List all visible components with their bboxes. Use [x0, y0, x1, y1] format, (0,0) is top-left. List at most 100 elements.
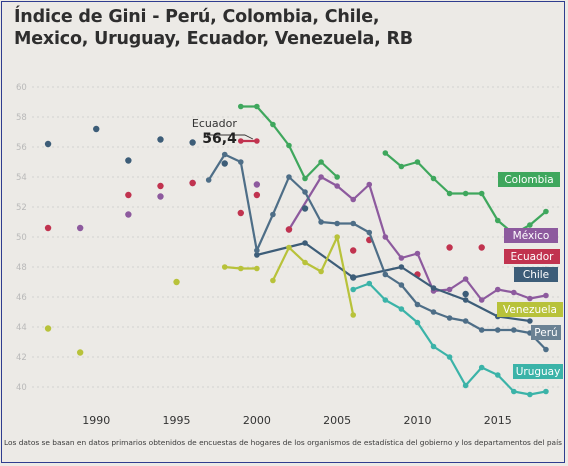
uruguay-point — [446, 354, 453, 360]
uruguay-point — [511, 388, 517, 395]
x-tick-label: 1990 — [82, 414, 110, 427]
mexico-point — [157, 193, 164, 200]
peru-point — [318, 219, 324, 225]
mexico-point — [366, 181, 373, 188]
venezuela-point — [221, 264, 228, 270]
chart-title-line-1: Índice de Gini - Perú, Colombia, Chile, — [14, 7, 380, 27]
chile-label-box — [514, 267, 558, 282]
ecuador-point — [254, 138, 260, 144]
colombia-point — [414, 159, 421, 165]
peru-point — [302, 189, 308, 195]
y-tick-label: 60 — [16, 83, 27, 93]
chile-point — [221, 160, 228, 167]
mexico-point — [334, 183, 340, 189]
chile-point — [398, 264, 405, 270]
colombia-label-box — [498, 172, 560, 187]
uruguay-point — [478, 364, 485, 371]
peru-point — [543, 346, 549, 353]
y-tick-label: 50 — [16, 233, 27, 243]
peru-point — [382, 271, 389, 278]
uruguay-point — [414, 319, 421, 326]
ecuador-label: Ecuador — [511, 251, 555, 263]
ecuador-point — [253, 191, 261, 199]
x-tick-label: 2015 — [484, 414, 512, 427]
venezuela-point — [173, 278, 180, 286]
mexico-label-box — [504, 228, 558, 243]
colombia-point — [478, 190, 485, 197]
x-tick-label: 1995 — [163, 414, 191, 427]
ecuador-point — [285, 226, 293, 233]
peru-point — [511, 327, 517, 333]
mexico-point — [511, 289, 517, 296]
ecuador-point — [350, 247, 357, 254]
mexico-point — [543, 292, 549, 299]
mexico-point — [125, 211, 132, 218]
colombia-point — [462, 190, 469, 197]
uruguay-point — [382, 297, 389, 303]
ecuador-point — [189, 179, 196, 187]
venezuela-point — [270, 277, 276, 284]
chile-line — [256, 241, 531, 323]
mexico-label: México — [513, 230, 550, 242]
chile-point — [157, 136, 164, 143]
mexico-point — [398, 255, 405, 261]
peru-line — [207, 153, 547, 351]
venezuela-line — [271, 235, 355, 316]
annotation-value: 56,4 — [202, 131, 237, 147]
x-tick-label: 2005 — [323, 414, 351, 427]
mexico-point — [350, 196, 357, 203]
colombia-point — [446, 190, 453, 197]
chart-title: Índice de Gini - Perú, Colombia, Chile, … — [14, 6, 434, 50]
colombia-point — [398, 163, 405, 170]
venezuela-point — [76, 349, 84, 356]
y-tick-label: 44 — [16, 323, 27, 333]
venezuela-point — [350, 312, 357, 318]
mexico-point — [382, 234, 389, 240]
uruguay-point — [527, 391, 533, 398]
chile-point — [44, 140, 52, 148]
chile-point — [302, 240, 308, 246]
ecuador-point — [237, 209, 244, 217]
uruguay-label-box — [513, 364, 563, 379]
ecuador-point — [478, 244, 485, 251]
peru-point — [398, 282, 405, 288]
venezuela-label-box — [497, 302, 563, 317]
chile-point — [462, 290, 469, 298]
colombia-point — [494, 217, 501, 224]
uruguay-point — [398, 306, 405, 312]
colombia-point — [286, 142, 292, 149]
mexico-point — [478, 297, 485, 303]
peru-point — [350, 220, 357, 227]
y-tick-label: 42 — [16, 353, 27, 363]
chile-point — [301, 205, 309, 212]
x-tick-label: 2000 — [243, 414, 271, 427]
mexico-point — [318, 174, 324, 180]
peru-label: Perú — [534, 327, 557, 339]
chile-point — [430, 285, 437, 291]
mexico-point — [446, 286, 453, 293]
mexico-point — [527, 295, 533, 302]
colombia-point — [527, 222, 533, 228]
ecuador-point — [44, 224, 52, 232]
colombia-point — [254, 103, 260, 110]
venezuela-point — [44, 325, 52, 332]
peru-point — [221, 151, 228, 158]
uruguay-point — [462, 382, 469, 389]
colombia-point — [543, 208, 549, 215]
peru-point — [205, 177, 212, 183]
ecuador-point — [125, 191, 132, 199]
mexico-point — [494, 286, 501, 293]
peru-point — [478, 327, 485, 333]
colombia-point — [270, 121, 276, 128]
peru-point — [254, 247, 260, 254]
y-tick-label: 40 — [16, 383, 27, 393]
mexico-point — [253, 181, 261, 188]
peru-label-box — [531, 325, 561, 340]
venezuela-point — [302, 259, 308, 266]
chile-point — [189, 139, 196, 146]
ecuador-point — [237, 138, 244, 144]
y-tick-label: 54 — [16, 173, 27, 183]
uruguay-point — [350, 286, 357, 293]
mexico-line — [288, 175, 547, 302]
